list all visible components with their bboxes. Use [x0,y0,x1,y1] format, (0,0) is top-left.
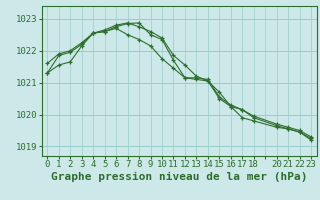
X-axis label: Graphe pression niveau de la mer (hPa): Graphe pression niveau de la mer (hPa) [51,172,308,182]
